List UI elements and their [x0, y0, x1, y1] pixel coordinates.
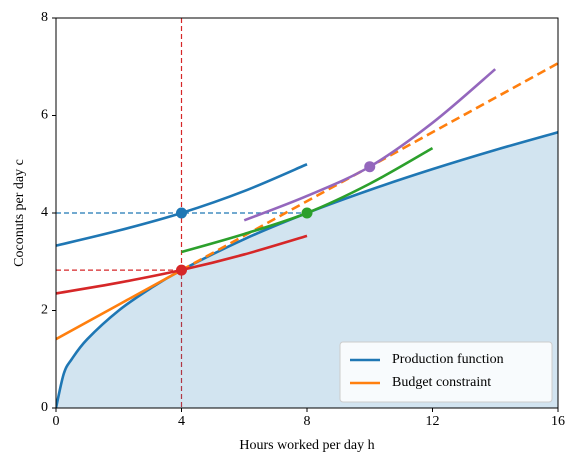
- y-tick-label: 2: [41, 303, 48, 318]
- x-tick-label: 8: [304, 414, 311, 429]
- marker: [176, 264, 187, 276]
- marker: [176, 207, 187, 219]
- marker: [301, 207, 313, 219]
- x-tick-label: 16: [551, 414, 565, 429]
- series-line: [56, 130, 558, 408]
- y-tick-label: 4: [41, 205, 48, 220]
- area: [56, 132, 558, 408]
- y-tick-label: 8: [41, 10, 48, 25]
- y-axis-label: Coconuts per day c: [12, 159, 27, 267]
- marker: [364, 161, 376, 173]
- y-tick-label: 0: [41, 400, 48, 415]
- y-tick-label: 6: [41, 108, 48, 123]
- x-axis-label: Hours worked per day h: [239, 438, 374, 453]
- x-tick-label: 4: [178, 414, 185, 429]
- legend-label: Production function: [392, 352, 504, 367]
- x-tick-label: 12: [426, 414, 440, 429]
- legend-box: [339, 341, 553, 403]
- legend-label: Budget constraint: [392, 375, 491, 390]
- x-tick-label: 0: [53, 414, 60, 429]
- series-line: [56, 268, 183, 341]
